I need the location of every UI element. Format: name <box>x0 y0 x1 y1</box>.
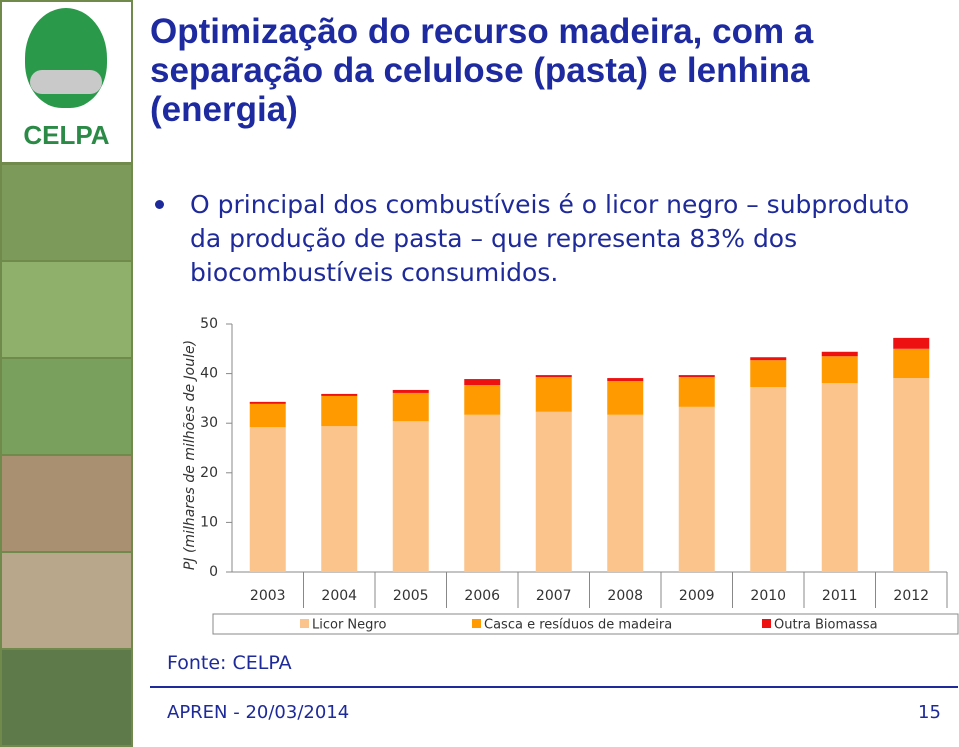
legend-label: Casca e resíduos de madeira <box>484 618 672 633</box>
bar-segment <box>321 395 358 427</box>
y-tick-label: 50 <box>200 316 218 332</box>
photo <box>2 165 131 260</box>
bar-segment <box>893 348 930 379</box>
bar-segment <box>535 377 572 412</box>
x-tick-label: 2008 <box>607 588 643 604</box>
legend-label: Outra Biomassa <box>774 618 878 633</box>
photo <box>2 262 131 357</box>
y-tick-label: 10 <box>200 514 218 530</box>
legend-swatch <box>762 619 771 628</box>
bar-segment <box>750 357 787 361</box>
bar-segment <box>821 356 858 384</box>
y-tick-label: 20 <box>200 465 218 481</box>
photo <box>2 359 131 454</box>
bar-segment <box>535 411 572 572</box>
bar-segment <box>321 393 358 396</box>
bar-segment <box>464 385 501 415</box>
bar-segment <box>321 426 358 572</box>
legend-label: Licor Negro <box>312 618 386 633</box>
title: Optimização do recurso madeira, com a se… <box>150 12 814 129</box>
photo-strip: CELPA <box>0 0 133 747</box>
photo <box>2 650 131 745</box>
x-tick-label: 2011 <box>822 588 858 604</box>
bar-segment <box>678 377 715 407</box>
bar-segment <box>750 386 787 572</box>
bar-segment <box>607 381 644 415</box>
x-tick-label: 2003 <box>250 588 286 604</box>
x-tick-label: 2004 <box>321 588 357 604</box>
bar-segment <box>678 375 715 378</box>
bar-segment <box>607 378 644 382</box>
x-tick-label: 2009 <box>679 588 715 604</box>
bar-segment <box>821 351 858 357</box>
bar-segment <box>750 360 787 387</box>
bar-segment <box>392 421 429 572</box>
x-tick-label: 2006 <box>464 588 500 604</box>
bar-segment <box>249 403 286 428</box>
page-number: 15 <box>918 702 941 723</box>
bar-segment <box>607 414 644 572</box>
footer-rule <box>150 686 958 688</box>
x-tick-label: 2007 <box>536 588 572 604</box>
bar-segment <box>249 427 286 572</box>
photo <box>2 456 131 551</box>
bullet-text: O principal dos combustíveis é o licor n… <box>190 190 910 287</box>
bar-segment <box>392 389 429 393</box>
y-axis-label: PJ (milhares de milhões de Joule) <box>182 340 198 570</box>
y-tick-label: 0 <box>209 564 218 580</box>
bar-segment <box>821 383 858 572</box>
footer: APREN - 20/03/2014 <box>167 702 350 723</box>
bar-segment <box>392 392 429 422</box>
y-tick-label: 40 <box>200 366 218 382</box>
legend-box <box>212 613 959 635</box>
bar-segment <box>678 406 715 572</box>
bar-segment <box>893 378 930 572</box>
bar-segment <box>893 337 930 349</box>
bar-segment <box>464 414 501 572</box>
bullet-dot <box>155 200 164 209</box>
y-tick-label: 30 <box>200 415 218 431</box>
x-tick-label: 2010 <box>750 588 786 604</box>
legend-swatch <box>300 619 309 628</box>
source: Fonte: CELPA <box>167 652 292 674</box>
x-tick-label: 2005 <box>393 588 429 604</box>
bar-segment <box>535 375 572 378</box>
logo-log <box>30 70 102 94</box>
bar-segment <box>249 401 286 404</box>
legend-swatch <box>472 619 481 628</box>
logo-text: CELPA <box>23 120 110 150</box>
bar-segment <box>464 379 501 386</box>
x-tick-label: 2012 <box>893 588 929 604</box>
photo <box>2 553 131 648</box>
